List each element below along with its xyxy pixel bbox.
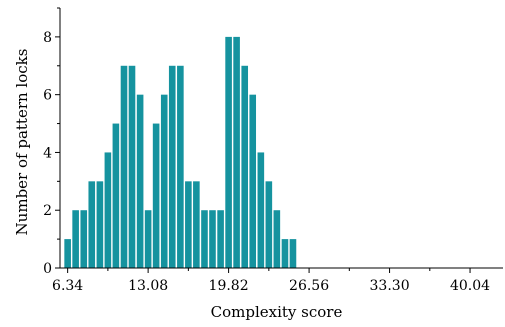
bar — [152, 123, 160, 268]
bar — [233, 36, 240, 268]
bars-group — [64, 36, 297, 268]
bar — [168, 65, 176, 268]
bar — [120, 65, 128, 268]
bar — [217, 210, 224, 268]
y-tick-label: 0 — [43, 261, 52, 277]
x-tick-label: 26.56 — [289, 278, 329, 294]
bar — [177, 65, 184, 268]
bar — [136, 94, 144, 268]
y-tick-label: 4 — [43, 145, 52, 161]
bar — [72, 210, 79, 268]
x-axis-title: Complexity score — [211, 303, 343, 321]
x-ticks-group: 6.34 13.08 19.82 26.56 33.30 40.04 — [52, 268, 490, 294]
x-tick-label: 19.82 — [209, 278, 249, 294]
bar — [96, 181, 104, 268]
y-ticks-group: 0 2 4 6 8 — [43, 7, 60, 277]
x-tick-label: 6.34 — [52, 278, 83, 294]
bar — [80, 210, 88, 268]
x-tick-label: 13.08 — [128, 278, 168, 294]
bar — [185, 181, 192, 268]
y-tick-label: 2 — [43, 203, 52, 219]
y-axis-title: Number of pattern locks — [13, 49, 31, 236]
bar — [289, 239, 297, 268]
bar — [273, 210, 281, 268]
bar — [144, 210, 152, 268]
bar — [209, 210, 216, 268]
bar — [160, 94, 168, 268]
x-tick-label: 33.30 — [370, 278, 410, 294]
bar — [64, 239, 71, 268]
bar — [193, 181, 200, 268]
bar — [88, 181, 96, 268]
axes-group — [59, 8, 503, 269]
bar — [128, 65, 136, 268]
bar — [249, 94, 257, 268]
bar — [225, 36, 232, 268]
bar — [104, 152, 112, 268]
y-tick-label: 8 — [43, 30, 52, 46]
x-tick-label: 40.04 — [450, 278, 490, 294]
bar — [257, 152, 265, 268]
bar — [241, 65, 249, 268]
bar — [201, 210, 208, 268]
bar — [281, 239, 289, 268]
y-tick-label: 6 — [43, 88, 52, 104]
bar — [112, 123, 120, 268]
bar — [265, 181, 273, 268]
